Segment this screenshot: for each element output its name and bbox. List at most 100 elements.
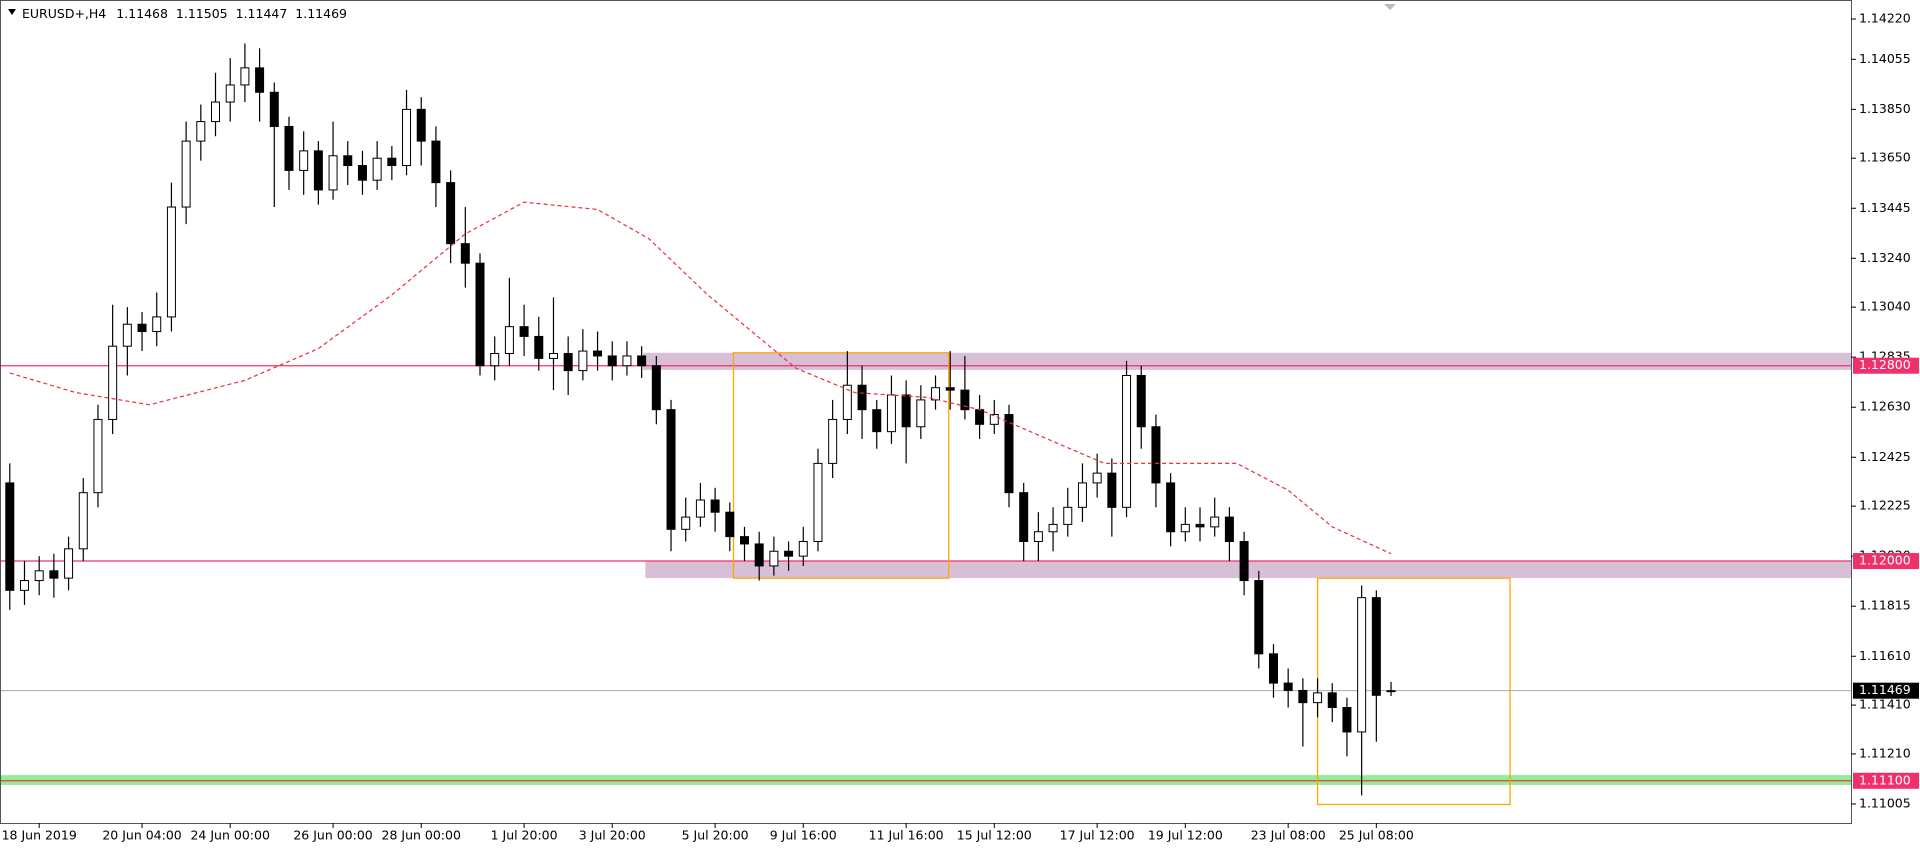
y-tick-label: 1.13240 <box>1859 250 1911 265</box>
header: EURUSD+,H4 1.11468 1.11505 1.11447 1.114… <box>22 6 347 21</box>
candle-body <box>1254 580 1264 655</box>
candle-body <box>548 353 558 359</box>
candle-body <box>901 394 911 428</box>
candle-body <box>19 580 29 591</box>
candle-body <box>637 355 647 367</box>
candle-body <box>269 91 279 127</box>
candle-body <box>519 326 529 337</box>
y-tick-label: 1.13040 <box>1859 299 1911 314</box>
candle-body <box>975 409 985 425</box>
candle-body <box>166 206 176 318</box>
candle-body <box>1371 597 1381 696</box>
candle-body <box>1092 472 1102 484</box>
low-price: 1.11447 <box>236 6 288 21</box>
candle-body <box>960 389 970 411</box>
candle-body <box>108 345 118 420</box>
x-tick-label: 15 Jul 12:00 <box>957 828 1032 843</box>
candle-body <box>475 262 485 367</box>
candle-body <box>1033 531 1043 543</box>
shift-marker <box>1384 4 1396 10</box>
candle-body <box>1048 523 1058 533</box>
candle-body <box>78 492 88 550</box>
y-tick-label: 1.11815 <box>1859 598 1911 613</box>
candle-body <box>1195 523 1205 528</box>
candle-body <box>813 462 823 543</box>
candle-body <box>416 108 426 142</box>
candle-body <box>1239 541 1249 582</box>
candle-body <box>313 150 323 191</box>
level-label: 1.12000 <box>1859 553 1911 568</box>
candle-body <box>931 387 941 401</box>
candle-body <box>1077 482 1087 508</box>
candle-body <box>578 350 588 372</box>
y-tick-label: 1.11210 <box>1859 745 1911 760</box>
candle-body <box>534 335 544 359</box>
x-tick-label: 20 Jun 04:00 <box>102 828 181 843</box>
candle-body <box>916 399 926 428</box>
candle-body <box>872 409 882 433</box>
y-tick-label: 1.11005 <box>1859 795 1911 810</box>
candle-body <box>240 67 250 86</box>
close-price: 1.11469 <box>295 6 347 21</box>
candle-body <box>945 387 955 391</box>
price-label-box <box>1853 682 1919 699</box>
candle-body <box>211 101 221 123</box>
level-label-box <box>1853 772 1919 789</box>
candle-body <box>93 418 103 494</box>
candle-body <box>666 409 676 530</box>
candle-body <box>490 353 500 367</box>
candle-body <box>5 482 15 591</box>
candle-body <box>784 550 794 557</box>
candle-body <box>299 150 309 171</box>
candle-body <box>137 323 147 333</box>
candle-body <box>387 157 397 167</box>
candle-body <box>842 384 852 420</box>
x-tick-label: 26 Jun 00:00 <box>293 828 372 843</box>
y-tick-label: 1.12225 <box>1859 498 1911 513</box>
candle-body <box>372 157 382 181</box>
candle-body <box>1298 689 1308 704</box>
candle-body <box>431 140 441 184</box>
candle-body <box>1107 472 1117 508</box>
candle-body <box>695 499 705 518</box>
candle-body <box>402 108 412 167</box>
x-tick-label: 19 Jul 12:00 <box>1148 828 1223 843</box>
candle-body <box>357 165 367 181</box>
candle-body <box>607 355 617 367</box>
y-tick-label: 1.11610 <box>1859 648 1911 663</box>
candle-body <box>1063 506 1073 525</box>
candle-body <box>1210 516 1220 528</box>
candle-body <box>725 511 735 538</box>
level-label-box <box>1853 553 1919 570</box>
candle-body <box>446 182 456 245</box>
x-tick-label: 28 Jun 00:00 <box>382 828 461 843</box>
candle-body <box>989 414 999 425</box>
candle-body <box>1386 690 1396 693</box>
x-tick-label: 1 Jul 20:00 <box>491 828 558 843</box>
candle-body <box>34 570 44 582</box>
plot-frame <box>0 0 1852 824</box>
candle-body <box>769 550 779 567</box>
candle-body <box>255 67 265 93</box>
candle-body <box>622 355 632 367</box>
candle-body <box>563 353 573 372</box>
x-tick-label: 9 Jul 16:00 <box>770 828 837 843</box>
candle-body <box>739 536 749 545</box>
symbol: EURUSD+,H4 <box>22 6 106 21</box>
x-tick-label: 17 Jul 12:00 <box>1060 828 1135 843</box>
candle-body <box>1180 523 1190 533</box>
x-tick-label: 18 Jun 2019 <box>2 828 77 843</box>
candle-body <box>886 394 896 433</box>
candle-body <box>343 155 353 167</box>
candle-body <box>828 418 838 464</box>
candle-body <box>1342 707 1352 733</box>
x-tick-label: 3 Jul 20:00 <box>579 828 646 843</box>
zone <box>1 775 1851 785</box>
price-label: 1.11469 <box>1859 682 1911 697</box>
y-tick-label: 1.14055 <box>1859 51 1911 66</box>
y-tick-label: 1.12425 <box>1859 449 1911 464</box>
x-tick-label: 24 Jun 00:00 <box>190 828 269 843</box>
